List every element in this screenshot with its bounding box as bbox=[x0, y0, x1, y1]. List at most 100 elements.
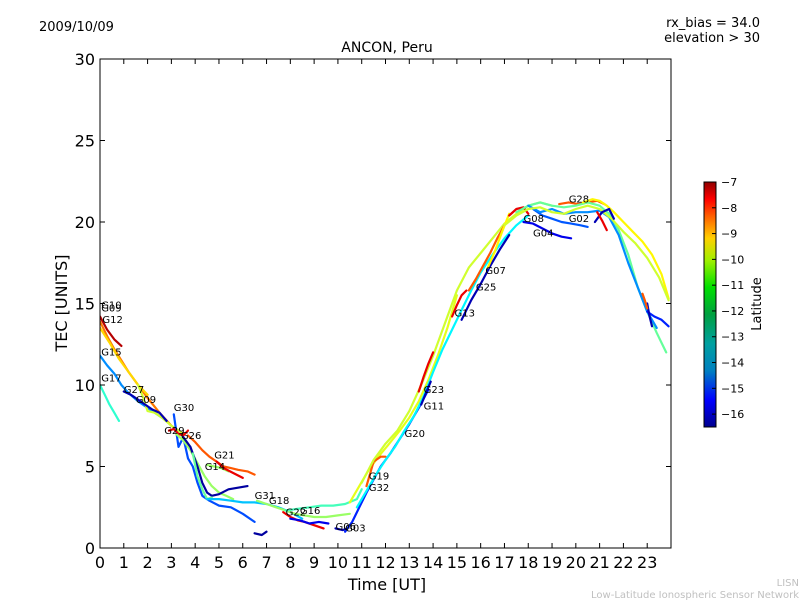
x-tick-label: 17 bbox=[494, 553, 514, 572]
footer-lisn: LISN bbox=[777, 578, 799, 589]
satellite-label: G09 bbox=[101, 304, 121, 315]
trace-g28d bbox=[527, 204, 658, 329]
y-axis-label: TEC [UNITS] bbox=[52, 255, 71, 353]
x-tick-label: 19 bbox=[542, 553, 562, 572]
x-tick-label: 2 bbox=[142, 553, 152, 572]
trace-g27 bbox=[137, 383, 182, 434]
trace-g26 bbox=[175, 432, 235, 501]
trace-g07b bbox=[486, 212, 511, 269]
trace-g11 bbox=[420, 380, 432, 406]
colorbar-tick-label: −7 bbox=[721, 176, 737, 189]
x-tick-label: 12 bbox=[375, 553, 395, 572]
y-tick-label: 5 bbox=[85, 458, 95, 477]
x-tick-label: 9 bbox=[309, 553, 319, 572]
satellite-label: G15 bbox=[101, 348, 121, 359]
x-tick-label: 16 bbox=[470, 553, 490, 572]
trace-g02 bbox=[531, 207, 589, 228]
x-tick-label: 0 bbox=[95, 553, 105, 572]
colorbar-tick-label: −9 bbox=[721, 228, 737, 241]
trace-g01c bbox=[641, 292, 649, 310]
satellite-label: G08 bbox=[524, 214, 544, 225]
satellite-label: G30 bbox=[174, 403, 194, 414]
satellite-label: G22 bbox=[286, 507, 306, 518]
trace-g19 bbox=[348, 294, 458, 504]
trace-g07 bbox=[460, 233, 511, 321]
satellite-label: G17 bbox=[101, 374, 121, 385]
x-tick-label: 20 bbox=[566, 553, 586, 572]
satellite-label: G14 bbox=[205, 462, 225, 473]
y-tick-label: 15 bbox=[75, 295, 95, 314]
trace-g14b bbox=[215, 460, 244, 479]
x-tick-label: 14 bbox=[423, 553, 443, 572]
colorbar-tick-label: −15 bbox=[721, 382, 744, 395]
trace-g24 bbox=[593, 207, 616, 224]
trace-g24b bbox=[596, 211, 608, 232]
x-tick-label: 1 bbox=[119, 553, 129, 572]
trace-layer bbox=[100, 198, 670, 537]
y-tick-label: 30 bbox=[75, 50, 95, 69]
x-tick-label: 3 bbox=[166, 553, 176, 572]
x-tick-label: 5 bbox=[214, 553, 224, 572]
y-tick-label: 20 bbox=[75, 213, 95, 232]
colorbar-tick-label: −10 bbox=[721, 253, 744, 266]
satellite-label: G03 bbox=[345, 524, 365, 535]
rx-bias-label: rx_bias = 34.0 bbox=[666, 16, 760, 31]
satellite-labels: G10G09G12G15G17G27G09G30G29G26G21G14G31G… bbox=[101, 194, 589, 534]
satellite-label: G09 bbox=[136, 395, 156, 406]
x-tick-label: 13 bbox=[399, 553, 419, 572]
trace-g20 bbox=[355, 214, 530, 509]
satellite-label: G02 bbox=[569, 214, 589, 225]
colorbar-label: Latitude bbox=[750, 277, 765, 331]
satellite-label: G16 bbox=[300, 506, 320, 517]
trace-g32 bbox=[365, 455, 387, 488]
trace-g16 bbox=[284, 488, 363, 512]
colorbar-tick-label: −14 bbox=[721, 357, 744, 370]
colorbar-tick-label: −8 bbox=[721, 202, 737, 215]
trace-g06b bbox=[253, 530, 268, 537]
satellite-label: G27 bbox=[124, 385, 144, 396]
satellite-label: G10 bbox=[101, 300, 121, 311]
trace-g29 bbox=[167, 427, 190, 437]
trace-g17 bbox=[100, 383, 121, 422]
trace-g28c bbox=[581, 198, 670, 300]
x-tick-label: 22 bbox=[613, 553, 633, 572]
trace-g22b bbox=[289, 517, 330, 525]
y-axis: 0 5 10 15 20 25 30 bbox=[75, 50, 671, 558]
trace-g09b bbox=[122, 390, 168, 422]
satellite-label: G13 bbox=[455, 309, 475, 320]
x-tick-label: 6 bbox=[238, 553, 248, 572]
date-label: 2009/10/09 bbox=[39, 20, 114, 35]
x-tick-label: 15 bbox=[447, 553, 467, 572]
x-tick-label: 23 bbox=[637, 553, 657, 572]
trace-g23 bbox=[417, 351, 435, 393]
satellite-label: G11 bbox=[424, 402, 444, 413]
x-tick-label: 18 bbox=[518, 553, 538, 572]
elevation-label: elevation > 30 bbox=[664, 31, 760, 46]
y-tick-label: 10 bbox=[75, 376, 95, 395]
colorbar-tick-label: −16 bbox=[721, 408, 744, 421]
x-tick-label: 10 bbox=[328, 553, 348, 572]
trace-g04 bbox=[522, 220, 573, 240]
satellite-label: G18 bbox=[269, 496, 289, 507]
x-tick-label: 7 bbox=[261, 553, 271, 572]
satellite-label: G20 bbox=[405, 429, 425, 440]
trace-g01 bbox=[646, 310, 670, 328]
satellite-label: G07 bbox=[485, 266, 505, 277]
colorbar-tick-label: −13 bbox=[721, 331, 744, 344]
satellite-label: G19 bbox=[369, 472, 389, 483]
trace-g18 bbox=[255, 499, 351, 519]
satellite-label: G06 bbox=[336, 522, 356, 533]
x-tick-label: 8 bbox=[285, 553, 295, 572]
x-axis-label: Time [UT] bbox=[347, 575, 426, 594]
footer-network: Low-Latitude Ionospheric Sensor Network bbox=[591, 590, 799, 600]
y-tick-label: 0 bbox=[85, 539, 95, 558]
colorbar-tick-label: −11 bbox=[721, 279, 744, 292]
trace-g10 bbox=[100, 315, 123, 347]
satellite-label: G23 bbox=[424, 385, 444, 396]
trace-g25 bbox=[467, 224, 506, 292]
colorbar-tick-label: −12 bbox=[721, 305, 744, 318]
satellite-label: G26 bbox=[181, 431, 201, 442]
satellite-label: G21 bbox=[214, 450, 234, 461]
y-tick-label: 25 bbox=[75, 132, 95, 151]
